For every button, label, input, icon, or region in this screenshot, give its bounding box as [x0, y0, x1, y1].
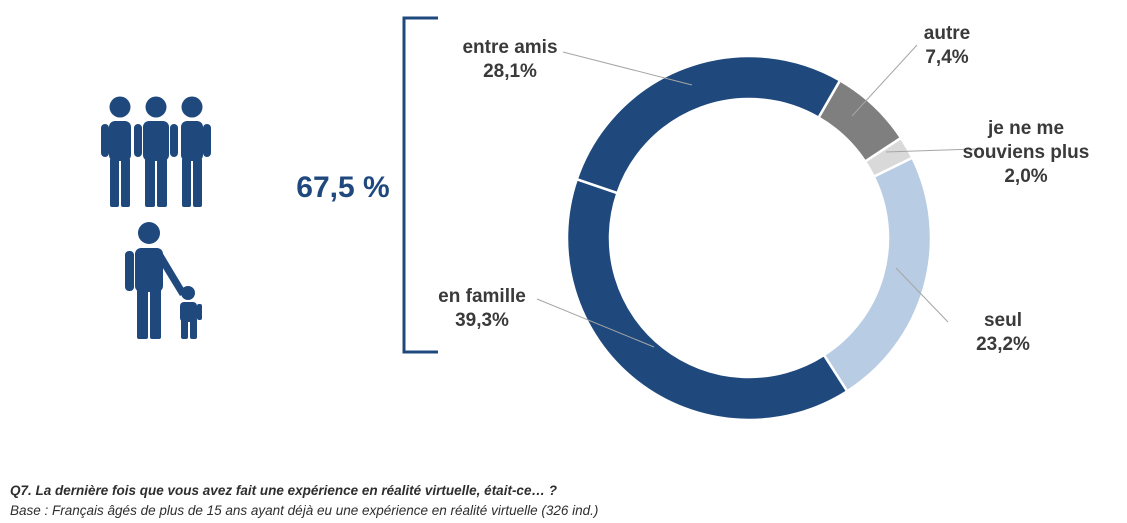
- slice-label-autre: autre: [924, 23, 970, 44]
- question-text: Q7. La dernière fois que vous avez fait …: [10, 483, 557, 498]
- three-people-icon: [101, 96, 211, 207]
- slice-seul: [822, 156, 933, 393]
- group-bracket: [402, 16, 438, 354]
- group-total-value: 67,5 %: [296, 171, 389, 204]
- leader-line-je-ne-me-souviens-plus: [885, 148, 976, 153]
- slice-value-je-ne-me-souviens-plus: 2,0%: [1004, 166, 1047, 187]
- slice-label-en-famille: en famille: [438, 286, 526, 307]
- leader-line-entre-amis: [562, 51, 693, 86]
- slice-label-je-ne-me-souviens-plus: je ne me: [987, 118, 1064, 139]
- parent-child-icon: [125, 222, 202, 339]
- slice-entre-amis: [575, 54, 842, 195]
- slice-label-je-ne-me-souviens-plus: souviens plus: [963, 142, 1090, 163]
- leader-line-autre: [851, 44, 918, 117]
- slice-label-seul: seul: [984, 310, 1022, 331]
- leader-lines: [536, 44, 976, 348]
- base-text: Base : Français âgés de plus de 15 ans a…: [10, 503, 599, 518]
- leader-line-en-famille: [536, 298, 655, 348]
- leader-line-seul: [895, 267, 949, 323]
- slice-value-entre-amis: 28,1%: [483, 61, 537, 82]
- slice-en-famille: [565, 177, 849, 422]
- slice-value-en-famille: 39,3%: [455, 310, 509, 331]
- donut-chart: [565, 54, 933, 422]
- slice-value-autre: 7,4%: [925, 47, 968, 68]
- slice-value-seul: 23,2%: [976, 334, 1030, 355]
- slice-labels: autre 7,4% je ne me souviens plus 2,0% seul 23…: [438, 23, 1089, 355]
- slice-label-entre-amis: entre amis: [462, 37, 557, 58]
